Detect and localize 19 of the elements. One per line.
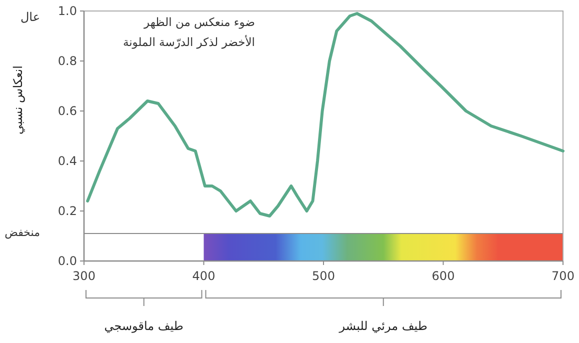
- x-tick-label: 300: [72, 269, 96, 283]
- y-tick-label: 0.8: [58, 54, 77, 68]
- annotation: الأخضر لذكر الدرّسة الملونة: [122, 35, 255, 49]
- y-tick-label: 0.6: [58, 104, 77, 118]
- line-series: [86, 12, 564, 218]
- x-tick-label: 400: [192, 269, 216, 283]
- text: عال: [20, 10, 40, 24]
- x-tick-label: 500: [312, 269, 335, 283]
- y-tick-label: 0.0: [58, 254, 77, 268]
- x-tick-label: 600: [432, 269, 455, 283]
- y-tick-label: 1.0: [58, 4, 77, 18]
- text: طيف مرئي للبشر: [338, 319, 428, 333]
- x-tick-label: 700: [552, 269, 574, 283]
- text: طيف ماقوسجي: [104, 319, 184, 333]
- annotation: ضوء منعكس من الظهر: [143, 15, 255, 29]
- text: منخفض: [4, 226, 40, 239]
- y-axis-title: انعكاس نسبي: [11, 66, 25, 134]
- y-tick-label: 0.4: [58, 154, 77, 168]
- y-tick-label: 0.2: [58, 204, 77, 218]
